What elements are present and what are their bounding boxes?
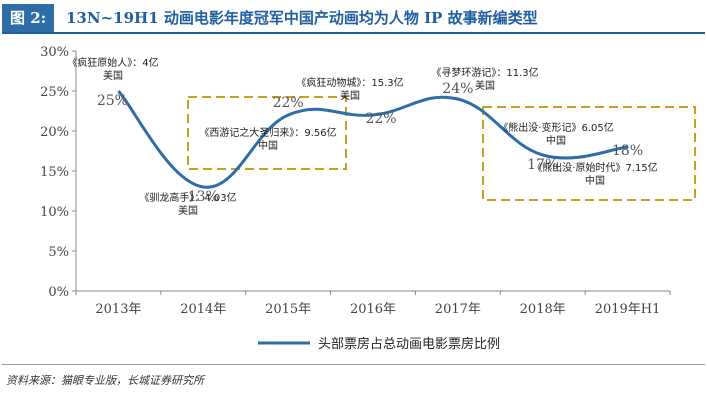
- bottom-divider: [2, 364, 705, 365]
- x-tick-label: 2014年: [180, 302, 226, 317]
- y-tick-label: 15%: [40, 165, 69, 180]
- y-tick-label: 20%: [40, 125, 69, 140]
- y-tick-label: 25%: [40, 85, 69, 100]
- data-label: 22%: [273, 95, 304, 111]
- annotation-text: 中国: [585, 174, 605, 187]
- x-tick-label: 2016年: [350, 302, 396, 317]
- source-note: 资料来源：猫眼专业版，长城证券研究所: [6, 374, 204, 387]
- annotation-text: 美国: [340, 89, 360, 102]
- x-tick-label: 2018年: [520, 302, 566, 317]
- annotation-text: 美国: [103, 69, 123, 82]
- highlight-box: [187, 96, 347, 170]
- annotation-text: 中国: [546, 134, 566, 147]
- annotation-text: 中国: [258, 139, 278, 152]
- annotation-text: 《寻梦环游记》：11.3亿: [431, 66, 538, 79]
- x-tick-label: 2013年: [95, 302, 141, 317]
- y-tick-label: 5%: [48, 245, 69, 260]
- legend-label: 头部票房占总动画电影票房比例: [318, 336, 500, 352]
- annotation-text: 《熊出没·变形记》6.05亿: [498, 121, 613, 134]
- data-label: 24%: [442, 81, 473, 97]
- line-chart: 0% 5% 10% 15% 20% 25% 30% 2013年 2014年 2015年 2016年 2…: [40, 45, 696, 352]
- annotation-text: 《西游记之大圣归来》：9.56亿: [199, 126, 336, 139]
- annotation-text: 美国: [475, 79, 495, 92]
- annotation-text: 美国: [178, 204, 198, 217]
- x-tick-label: 2015年: [265, 302, 311, 317]
- data-label: 13%: [188, 189, 219, 205]
- data-label: 22%: [365, 111, 396, 127]
- y-tick-label: 10%: [40, 205, 69, 220]
- data-label: 18%: [612, 143, 643, 159]
- series-line: [117, 90, 628, 189]
- data-label: 25%: [97, 93, 128, 109]
- annotation-text: 《熊出没·原始时代》7.15亿: [532, 161, 657, 174]
- y-tick-label: 30%: [40, 45, 69, 60]
- annotation-text: 《疯狂动物城》：15.3亿: [296, 76, 403, 89]
- y-tick-label: 0%: [48, 285, 69, 300]
- x-tick-label: 2019年H1: [595, 302, 661, 317]
- data-label: 17%: [527, 157, 558, 173]
- annotation-text: 《疯狂原始人》：4亿: [67, 56, 158, 69]
- annotation-text: 《驯龙高手》：4.03亿: [139, 191, 236, 204]
- x-tick-label: 2017年: [435, 302, 481, 317]
- title-bar: 图 2: 13N~19H1 动画电影年度冠军中国产动画均为人物 IP 故事新编类…: [2, 4, 705, 34]
- figure-label: 图 2:: [2, 4, 55, 32]
- figure-title: 13N~19H1 动画电影年度冠军中国产动画均为人物 IP 故事新编类型: [66, 9, 538, 27]
- highlight-box: [482, 106, 696, 201]
